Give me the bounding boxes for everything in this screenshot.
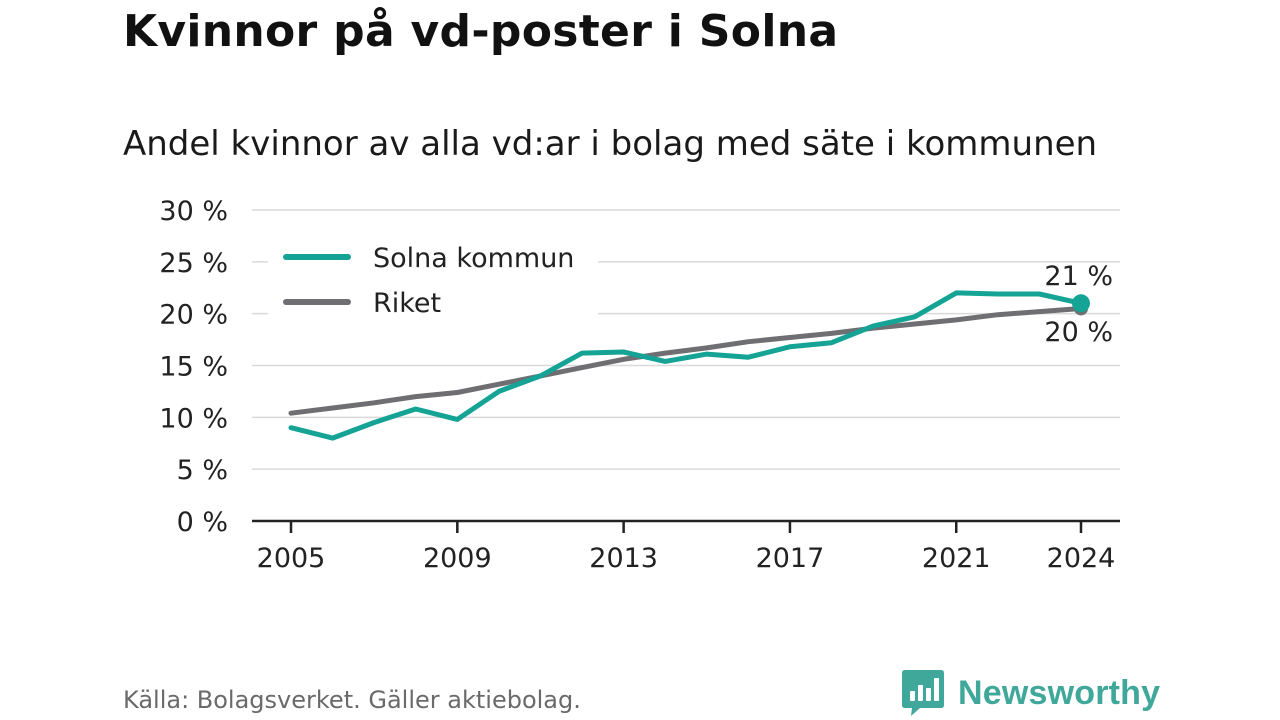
y-tick-label: 25 %	[159, 248, 228, 279]
series-lines	[288, 290, 1090, 441]
series-line-riket	[288, 306, 1084, 416]
source-note: Källa: Bolagsverket. Gäller aktiebolag.	[123, 686, 581, 714]
y-tick-label: 5 %	[177, 455, 228, 486]
x-tick-label: 2024	[1047, 543, 1116, 574]
y-tick-label: 20 %	[159, 300, 228, 331]
x-tick-label: 2013	[589, 543, 658, 574]
chart-title: Kvinnor på vd-poster i Solna	[123, 6, 839, 57]
chart-subtitle: Andel kvinnor av alla vd:ar i bolag med …	[123, 124, 1098, 164]
y-tick-label: 15 %	[159, 352, 228, 383]
x-tick-label: 2005	[257, 543, 326, 574]
legend: Solna kommun Riket	[268, 232, 598, 322]
x-tick-label: 2021	[922, 543, 991, 574]
legend-background	[268, 232, 598, 322]
brand-name: Newsworthy	[958, 673, 1161, 712]
y-axis-ticks: 0 % 5 % 10 % 15 % 20 % 25 % 30 %	[159, 196, 228, 538]
series-line-solna	[288, 290, 1084, 441]
x-tick-label: 2009	[423, 543, 492, 574]
end-label-riket: 20 %	[1044, 317, 1113, 348]
legend-label: Solna kommun	[373, 243, 574, 274]
legend-label: Riket	[373, 288, 441, 319]
end-label-solna: 21 %	[1044, 261, 1113, 292]
newsworthy-logo-icon	[902, 670, 944, 716]
y-tick-label: 30 %	[159, 196, 228, 227]
y-tick-label: 10 %	[159, 403, 228, 434]
series-endpoint-solna	[1072, 294, 1090, 313]
brand: Newsworthy	[902, 670, 1160, 716]
x-axis: 2005 2009 2013 2017 2021 2024	[252, 519, 1120, 574]
x-tick-label: 2017	[756, 543, 825, 574]
y-tick-label: 0 %	[177, 507, 228, 538]
end-labels: 21 % 20 %	[1044, 261, 1113, 348]
